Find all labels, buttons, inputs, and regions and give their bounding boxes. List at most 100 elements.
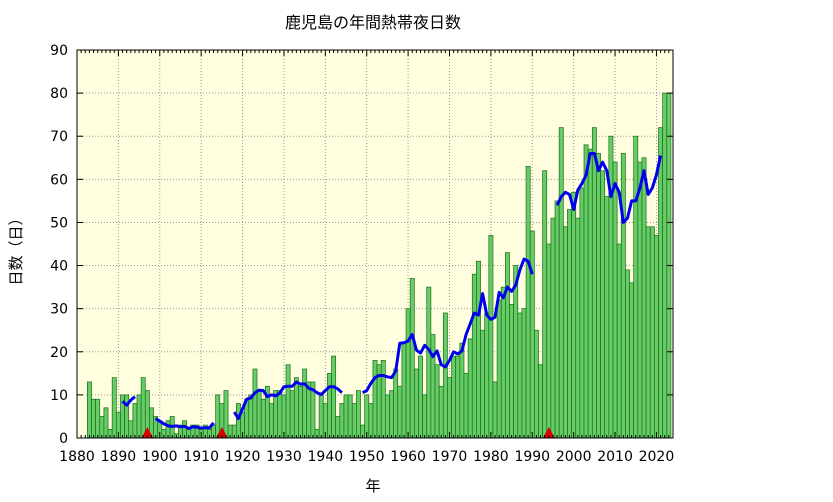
x-tick-label: 1880 [59, 449, 95, 465]
bar [488, 235, 494, 439]
y-tick-label: 10 [50, 388, 68, 404]
bar [364, 394, 370, 439]
relocation-marker [215, 427, 228, 438]
bar [389, 390, 394, 439]
bar [132, 403, 138, 439]
bar [380, 360, 386, 439]
moving-average-line [121, 395, 136, 407]
bar [99, 416, 105, 439]
bar [500, 286, 506, 439]
bar [384, 394, 390, 439]
bar [409, 278, 415, 439]
bar [136, 394, 142, 439]
bar [91, 398, 96, 439]
marker-series [141, 427, 555, 438]
bar [372, 360, 378, 439]
bar [438, 385, 444, 439]
bar [587, 148, 593, 439]
y-tick-label: 50 [50, 215, 68, 231]
bar [662, 92, 668, 439]
bar [281, 394, 287, 439]
bar [480, 329, 486, 439]
bar [248, 394, 254, 439]
bar [343, 394, 349, 439]
bar [571, 191, 577, 439]
bar [434, 364, 440, 439]
bar [654, 235, 659, 439]
bar [430, 334, 436, 439]
y-tick-label: 20 [50, 345, 68, 361]
y-tick-label: 30 [50, 302, 68, 318]
bar [422, 394, 428, 439]
moving-average-series [121, 152, 663, 430]
bar [583, 144, 589, 439]
x-tick-label: 2020 [639, 449, 675, 465]
bar-series [86, 92, 672, 439]
y-tick-label: 70 [50, 129, 68, 145]
bar [331, 355, 337, 439]
bar [351, 403, 357, 439]
bar [235, 403, 241, 439]
bar [658, 127, 664, 439]
bar [529, 230, 535, 439]
bar [447, 377, 452, 439]
bar [509, 304, 515, 439]
grid [77, 50, 673, 438]
bar [405, 308, 411, 439]
x-tick-label: 1980 [473, 449, 509, 465]
bar [273, 390, 279, 439]
bar [546, 243, 552, 439]
y-tick-label: 80 [50, 86, 68, 102]
x-tick-label: 1920 [225, 449, 261, 465]
bar [625, 269, 630, 439]
bar [496, 299, 502, 439]
x-tick-label: 1970 [432, 449, 468, 465]
bar [562, 226, 568, 439]
x-axis: 1880 1890 1900 1910 1920 1930 1940 1950 1960 1970… [59, 50, 674, 465]
bar [86, 381, 92, 439]
bar [591, 127, 597, 439]
bar [616, 243, 622, 439]
bar [550, 217, 556, 439]
bar [600, 170, 606, 439]
bar [463, 372, 469, 439]
bar [347, 394, 353, 439]
bar [641, 157, 647, 439]
bar [505, 252, 510, 439]
bar [533, 329, 539, 439]
bar [293, 377, 299, 439]
bar [459, 342, 465, 439]
bar [554, 200, 560, 439]
relocation-marker [141, 427, 154, 438]
moving-average-line [154, 417, 215, 430]
bar [612, 161, 618, 439]
bar [633, 135, 639, 439]
bar [140, 377, 146, 439]
bar [637, 161, 643, 439]
bar [252, 368, 258, 439]
bar [256, 390, 262, 439]
moving-average-line [233, 380, 343, 421]
y-tick-label: 60 [50, 172, 68, 188]
bar [542, 170, 548, 439]
bar [525, 166, 531, 439]
bar [327, 372, 332, 439]
x-axis-label: 年 [365, 477, 380, 495]
y-tick-label: 0 [59, 431, 68, 447]
bar [476, 260, 481, 439]
bar [484, 312, 490, 439]
bar [442, 312, 448, 439]
bar [223, 390, 229, 439]
chart-title: 鹿児島の年間熱帯夜日数 [285, 13, 461, 32]
bar [629, 282, 635, 439]
bar [620, 153, 626, 439]
bar [260, 398, 266, 439]
bar [298, 385, 303, 439]
x-tick-label: 1910 [183, 449, 219, 465]
bar [538, 364, 543, 439]
bar [401, 342, 407, 439]
x-tick-label: 1950 [349, 449, 385, 465]
bar [567, 209, 572, 439]
bar [604, 196, 610, 439]
